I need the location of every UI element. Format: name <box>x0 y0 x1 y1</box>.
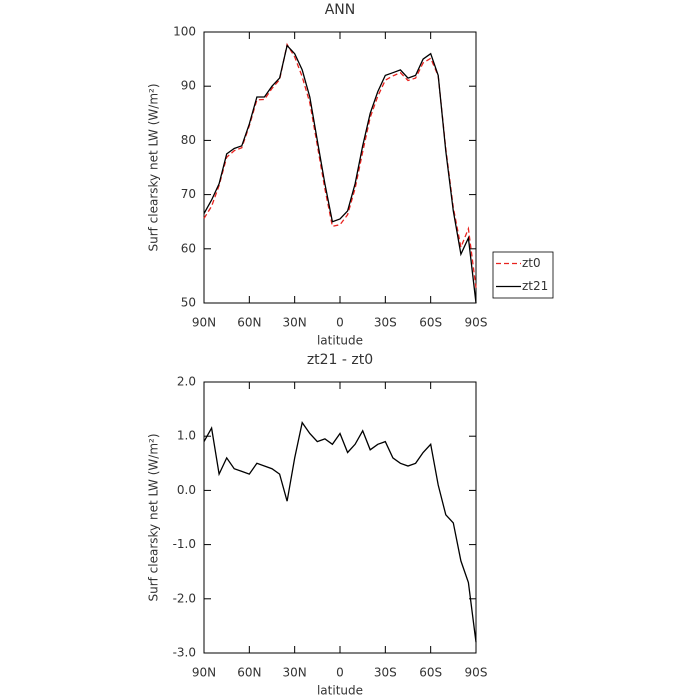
plot-frame <box>203 31 477 304</box>
x-axis-label: latitude <box>317 684 363 698</box>
y-tick-label: 100 <box>173 25 196 39</box>
x-tick-label: 0 <box>336 666 344 680</box>
legend-box <box>492 251 554 299</box>
x-tick-label: 90N <box>192 666 216 680</box>
x-tick-label: 30S <box>374 316 397 330</box>
y-tick-label: -1.0 <box>173 537 196 551</box>
y-axis-label: Surf clearsky net LW (W/m²) <box>147 433 161 601</box>
y-tick-label: -3.0 <box>173 646 196 660</box>
x-axis-label: latitude <box>317 334 363 348</box>
x-tick-label: 30N <box>283 666 307 680</box>
y-axis-label: Surf clearsky net LW (W/m²) <box>147 83 161 251</box>
x-tick-label: 60N <box>237 316 261 330</box>
series-line <box>203 44 477 304</box>
series-line <box>203 42 477 288</box>
x-tick-label: 90N <box>192 316 216 330</box>
y-tick-label: 1.0 <box>177 429 196 443</box>
y-tick-label: 80 <box>181 133 196 147</box>
data-line <box>203 420 477 643</box>
x-tick-label: 0 <box>336 316 344 330</box>
legend-label: zt21 <box>522 279 548 293</box>
chart-title: zt21 - zt0 <box>307 352 373 368</box>
x-tick-label: 60S <box>419 666 442 680</box>
y-tick-label: 70 <box>181 187 196 201</box>
x-tick-label: 60S <box>419 316 442 330</box>
x-tick-label: 90S <box>465 316 488 330</box>
x-tick-label: 90S <box>465 666 488 680</box>
x-tick-label: 30S <box>374 666 397 680</box>
y-tick-label: 2.0 <box>177 375 196 389</box>
y-tick-label: 50 <box>181 296 196 310</box>
x-tick-label: 30N <box>283 316 307 330</box>
plot-frame <box>203 381 477 654</box>
x-tick-label: 60N <box>237 666 261 680</box>
legend-label: zt0 <box>522 256 541 270</box>
chart-title: ANN <box>325 2 356 18</box>
y-tick-label: 0.0 <box>177 483 196 497</box>
y-tick-label: -2.0 <box>173 591 196 605</box>
y-tick-label: 90 <box>181 79 196 93</box>
y-tick-label: 60 <box>181 241 196 255</box>
